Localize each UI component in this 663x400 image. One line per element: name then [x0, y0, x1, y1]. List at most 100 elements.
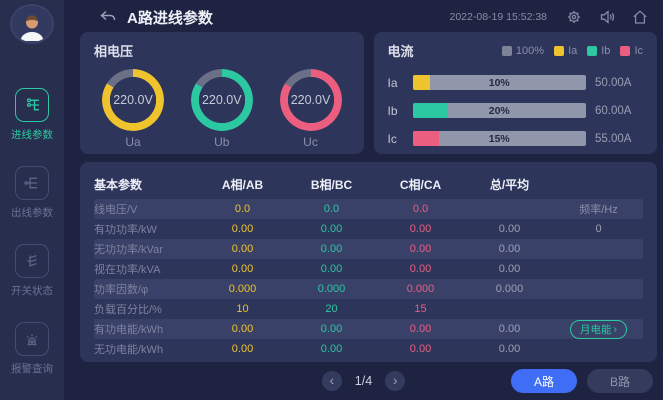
legend-swatch [620, 45, 631, 56]
bar-percent: 10% [488, 76, 510, 89]
sidebar-item-outgoing-params[interactable]: 出线参数 [11, 166, 53, 220]
top-panels-row: 相电压 220.0V Ua 220.0V Ub [80, 32, 657, 154]
table-row: 线电压/V 0.0 0.0 0.0 频率/Hz [94, 199, 643, 219]
incoming-line-icon [15, 88, 49, 122]
legend-item-ic: Ic [620, 45, 643, 57]
table-header: 基本参数 A相/AB B相/BC C相/CA 总/平均 [94, 169, 643, 199]
current-title: 电流 [387, 44, 414, 59]
gauge-value: 220.0V [201, 93, 242, 107]
gauge-label: Ub [214, 135, 230, 149]
gauge-label: Ua [125, 135, 141, 149]
legend-item-100pct: 100% [501, 45, 544, 57]
next-page-button[interactable]: › [385, 371, 406, 391]
bar-track: 15% [412, 131, 586, 146]
gauge-value: 220.0V [290, 93, 331, 107]
current-legend: 100% Ia Ib Ic [501, 45, 643, 57]
bar-value: 60.00A [595, 104, 632, 117]
main-area: A路进线参数 2022-08-19 15:52:38 [64, 0, 663, 400]
settings-button[interactable] [565, 8, 583, 26]
gauge-ring [190, 69, 253, 131]
bar-track: 20% [412, 103, 586, 118]
sidebar-item-label: 报警查询 [11, 363, 53, 375]
switch-status-icon [15, 244, 49, 278]
bar-label: Ia [387, 75, 398, 90]
current-panel: 电流 100% Ia Ib [373, 32, 657, 154]
sidebar-item-label: 出线参数 [11, 207, 53, 219]
footer-bar: ‹ 1/4 › A路 B路 [64, 362, 663, 400]
chevron-right-icon: › [613, 323, 618, 335]
bar-fill [412, 131, 439, 146]
bar-percent: 20% [488, 104, 510, 117]
table-row: 无功功率/kVar 0.00 0.00 0.00 0.00 [94, 239, 643, 259]
legend-swatch [501, 45, 512, 56]
bar-percent: 15% [488, 132, 510, 145]
gauge-ring [279, 69, 342, 131]
gauge-label: Uc [303, 135, 318, 149]
sidebar-item-label: 进线参数 [11, 129, 53, 141]
current-bars: Ia 10% 50.00A Ib 20% 60.00A [388, 75, 644, 146]
back-arrow-icon [100, 10, 116, 20]
bar-fill [412, 103, 448, 118]
col-header-total: 总/平均 [489, 177, 530, 192]
outgoing-line-icon [15, 166, 49, 200]
gear-icon [567, 10, 581, 24]
current-bar-ib: Ib 20% 60.00A [388, 103, 644, 118]
voltage-gauges: 220.0V Ua 220.0V Ub 22 [94, 69, 350, 149]
col-header-c: C相/CA [399, 177, 442, 192]
table-row: 负载百分比/% 10 20 15 [94, 303, 427, 316]
top-bar-right: 2022-08-19 15:52:38 [450, 8, 650, 26]
sidebar: 进线参数 出线参数 开关状态 [0, 0, 64, 400]
line-a-button[interactable]: A路 [511, 369, 577, 393]
bar-fill [412, 75, 430, 90]
current-bar-ic: Ic 15% 55.00A [388, 131, 644, 146]
col-header-a: A相/AB [221, 177, 264, 192]
user-avatar[interactable] [12, 6, 52, 42]
table-row: 视在功率/kVA 0.00 0.00 0.00 0.00 [94, 263, 521, 276]
prev-page-button[interactable]: ‹ [321, 371, 342, 391]
chevron-right-icon: › [392, 372, 398, 388]
phase-voltage-panel: 相电压 220.0V Ua 220.0V Ub [80, 32, 364, 154]
home-button[interactable] [631, 8, 649, 26]
table-row: 无功电能/kWh 0.00 0.00 0.00 0.00 [94, 343, 521, 356]
frequency-value: 0 [595, 223, 602, 235]
current-bar-ia: Ia 10% 50.00A [388, 75, 644, 90]
bar-label: Ib [387, 103, 398, 118]
legend-item-ia: Ia [554, 45, 577, 57]
alarm-query-icon [15, 322, 49, 356]
bar-label: Ic [387, 131, 397, 146]
legend-item-ib: Ib [587, 45, 610, 57]
bar-track: 10% [412, 75, 586, 90]
page-indicator: 1/4 [354, 374, 373, 388]
table-row: 有功电能/kWh 0.00 0.00 0.00 0.00 月电能 › [94, 319, 643, 339]
timestamp: 2022-08-19 15:52:38 [449, 11, 548, 23]
home-icon [633, 10, 647, 24]
sidebar-item-incoming-params[interactable]: 进线参数 [11, 88, 53, 142]
voltage-gauge-uc: 220.0V Uc [279, 69, 342, 149]
voltage-gauge-ub: 220.0V Ub [190, 69, 253, 149]
back-button[interactable] [98, 9, 117, 26]
month-energy-button[interactable]: 月电能 › [570, 319, 627, 339]
bar-value: 50.00A [595, 76, 632, 89]
frequency-label: 频率/Hz [579, 204, 618, 216]
legend-swatch [587, 45, 598, 56]
table-title: 基本参数 [94, 177, 143, 192]
basic-params-table: 基本参数 A相/AB B相/BC C相/CA 总/平均 线电压/V 0.0 0.… [80, 162, 657, 362]
bar-value: 55.00A [595, 132, 632, 145]
table-row: 有功功率/kW 0.00 0.00 0.00 0.00 0 [94, 219, 643, 239]
person-icon [12, 6, 52, 42]
speaker-icon [600, 10, 615, 24]
line-b-button[interactable]: B路 [587, 369, 653, 393]
page-title: A路进线参数 [127, 9, 213, 27]
sidebar-item-switch-status[interactable]: 开关状态 [11, 244, 53, 298]
sidebar-nav: 进线参数 出线参数 开关状态 [11, 88, 53, 400]
top-bar: A路进线参数 2022-08-19 15:52:38 [64, 0, 663, 30]
legend-swatch [554, 45, 565, 56]
volume-button[interactable] [598, 8, 616, 26]
sidebar-item-alarm-query[interactable]: 报警查询 [11, 322, 53, 376]
sidebar-item-label: 开关状态 [11, 285, 53, 297]
gauge-value: 220.0V [113, 93, 153, 107]
voltage-gauge-ua: 220.0V Ua [102, 69, 164, 149]
gauge-ring [102, 69, 164, 131]
phase-voltage-title: 相电压 [94, 44, 134, 59]
